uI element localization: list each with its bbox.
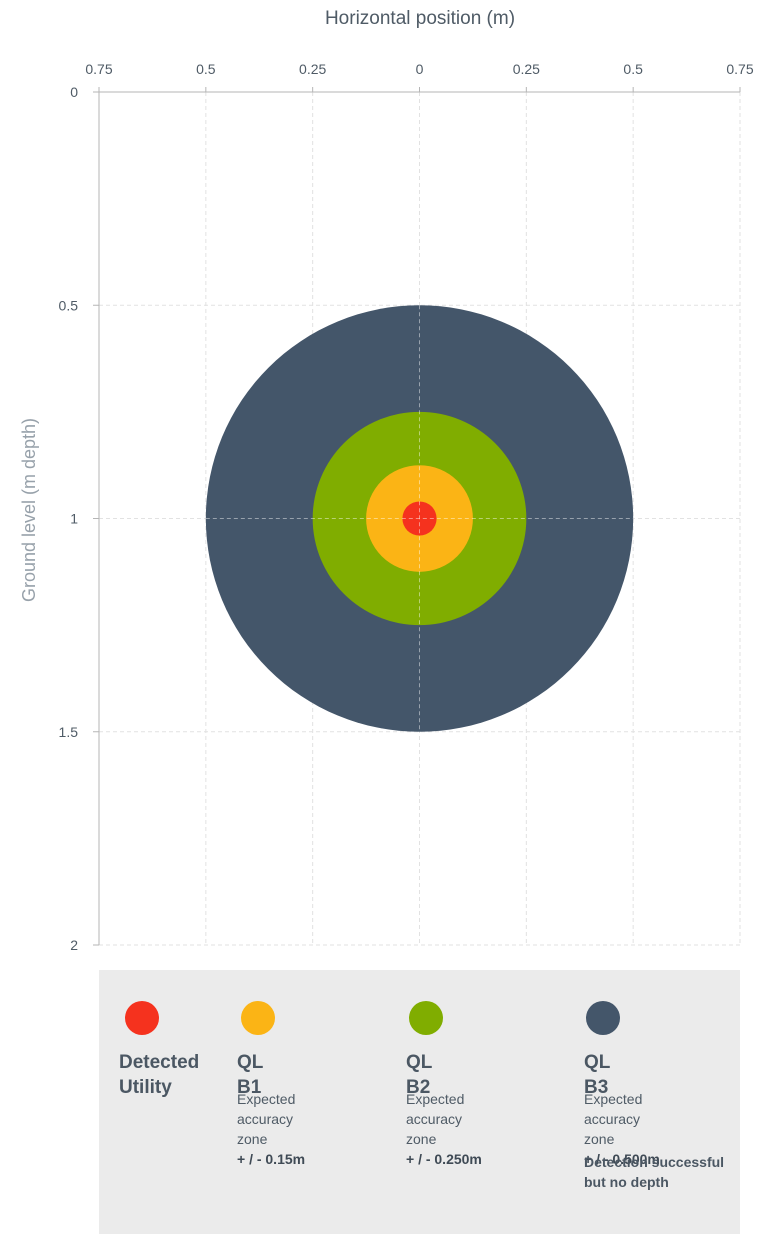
chart: Horizontal position (m) Ground level (m … — [19, 8, 754, 953]
center-crosshair — [205, 305, 634, 732]
legend-note-ql-b3: Detection successful but no depth — [584, 1154, 725, 1190]
x-tick-label: 0.25 — [513, 61, 540, 77]
y-tick-label: 1.5 — [59, 724, 79, 740]
legend-desc-value: + / - 0.15m — [237, 1151, 306, 1167]
legend-label-detected-utility: Detected Utility — [119, 1052, 200, 1098]
legend-desc-prefix: Expected accuracy zone — [406, 1091, 465, 1147]
y-tick-label: 2 — [70, 937, 78, 953]
legend-desc-ql-b3: Expected accuracy zone + / - 0.500m — [584, 1089, 660, 1169]
legend-desc-ql-b1: Expected accuracy zone + / - 0.15m — [237, 1089, 305, 1169]
x-tick-label: 0.5 — [196, 61, 216, 77]
tick-labels: 0.75 0.5 0.25 0 0.25 0.5 0.75 0 0.5 1 1.5 2 — [59, 61, 754, 953]
y-axis-label: Ground level (m depth) — [19, 418, 39, 602]
legend-desc-value: + / - 0.500m — [584, 1151, 660, 1167]
x-tick-label: 0 — [416, 61, 424, 77]
accuracy-zones — [205, 305, 634, 732]
axes — [93, 87, 741, 946]
legend-desc-prefix: Expected accuracy zone — [584, 1091, 643, 1147]
x-tick-label: 0.25 — [299, 61, 326, 77]
legend-label-ql-b3: QL B3 — [584, 1052, 611, 1098]
legend-swatch-detected-utility — [125, 1001, 159, 1035]
legend-label-ql-b2: QL B2 — [406, 1052, 433, 1098]
legend-swatch-ql-b3 — [586, 1001, 620, 1035]
legend: Detected Utility QL B1 Expected accuracy… — [99, 970, 740, 1234]
grid — [99, 92, 741, 946]
y-tick-label: 0 — [70, 84, 78, 100]
legend-swatch-ql-b2 — [409, 1001, 443, 1035]
x-tick-label: 0.75 — [85, 61, 112, 77]
chart-title: Horizontal position (m) — [325, 8, 515, 29]
x-tick-label: 0.5 — [623, 61, 643, 77]
legend-swatch-ql-b1 — [241, 1001, 275, 1035]
legend-desc-prefix: Expected accuracy zone — [237, 1091, 296, 1147]
y-tick-label: 1 — [70, 511, 78, 527]
y-tick-label: 0.5 — [59, 297, 79, 313]
x-tick-label: 0.75 — [726, 61, 753, 77]
legend-desc-ql-b2: Expected accuracy zone + / - 0.250m — [406, 1089, 482, 1169]
zone-detected-utility — [402, 501, 437, 536]
legend-label-ql-b1: QL B1 — [237, 1052, 264, 1098]
legend-desc-value: + / - 0.250m — [406, 1151, 482, 1167]
